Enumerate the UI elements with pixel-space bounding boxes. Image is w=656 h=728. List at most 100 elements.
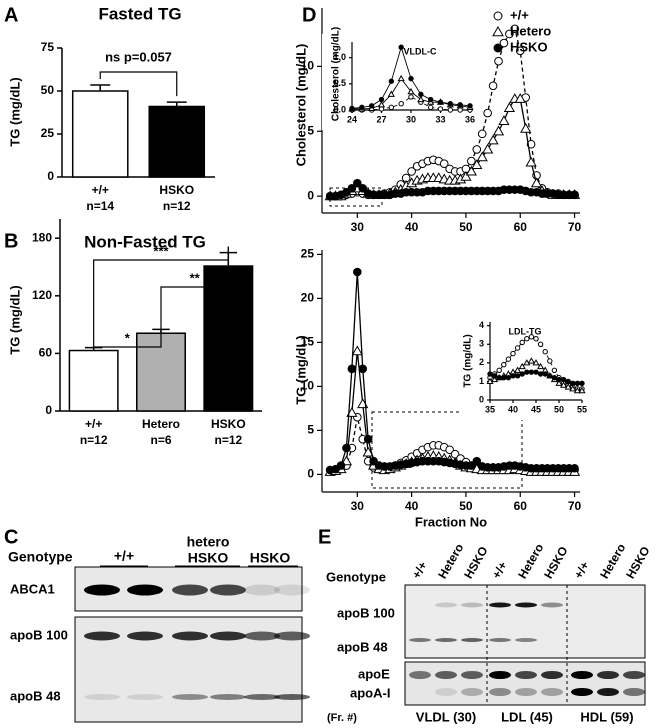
blot-band [84,631,120,641]
x-tick-label: 40 [405,499,419,513]
marker [505,356,512,362]
marker [378,96,385,103]
y-tick-label: 0.0 [333,104,346,114]
marker [439,159,449,168]
x-tick-label: 35 [485,405,495,415]
fractions-label: (Fr. #) [327,712,357,724]
x-tick-label: 30 [406,115,416,125]
marker [388,78,395,84]
marker [398,101,404,107]
marker [574,380,581,386]
marker [496,375,502,381]
legend-marker [493,11,503,21]
marker [368,103,375,109]
blot-band [274,631,310,641]
group-label: HSKO [188,550,229,566]
annotation: ** [190,270,201,285]
sample-size: n=12 [163,199,191,213]
marker [524,336,530,342]
marker [569,385,577,392]
marker [487,371,493,377]
marker [486,377,494,384]
marker [570,380,576,386]
x-tick-label: +/+ [92,183,109,197]
marker [528,369,535,375]
legend-label: Hetero [510,23,551,38]
blot-band [435,671,457,679]
legend-label: +/+ [510,7,529,22]
x-tick-label: 36 [465,115,475,125]
panel-letter: B [4,230,18,252]
row-label: apoB 100 [337,605,395,620]
x-tick-label: 70 [568,220,582,234]
marker [513,366,522,373]
marker [457,107,463,113]
marker [565,378,571,385]
marker [498,115,510,125]
group-label: hetero [187,534,230,550]
marker [501,362,507,368]
y-tick-label: 60 [39,346,53,360]
blot-band [489,688,511,696]
chart-title: Fasted TG [98,4,181,23]
row-label: apoB 48 [10,688,61,703]
x-tick-label: 55 [577,405,587,415]
blot-band [461,688,483,696]
chart-title: Non-Fasted TG [84,232,206,251]
marker [510,24,520,34]
y-tick-label: 25 [41,126,55,140]
blot-band [541,671,563,679]
series-line [330,27,575,197]
row-label: apoB 48 [337,639,388,654]
y-tick-label: 50 [41,83,55,97]
marker [363,434,373,444]
blot-band [244,631,280,641]
blot-band [127,631,163,641]
marker [467,103,473,109]
marker [537,371,544,377]
blot-band [435,602,457,608]
marker [347,364,357,374]
marker [555,379,563,386]
blot-band [409,671,431,679]
y-tick-label: 180 [32,230,52,244]
marker [408,75,414,82]
x-tick-label: 40 [405,220,419,234]
marker [510,350,516,357]
marker [488,81,498,91]
x-tick-label: 24 [347,115,357,125]
y-axis-label: TG (mg/dL) [7,285,22,354]
x-tick-label: 50 [459,220,473,234]
marker [342,443,351,453]
zoom-box [371,411,523,489]
x-tick-label: 27 [376,115,386,125]
y-tick-label: 25 [301,247,315,261]
y-tick-label: 1 [479,376,484,386]
marker [417,95,425,103]
marker [530,177,543,188]
blot-band [461,602,483,608]
marker [487,134,499,145]
marker [447,101,454,107]
marker [551,367,558,373]
panel-letter: E [318,526,331,548]
marker [476,151,488,162]
marker [398,44,404,50]
marker [358,364,368,374]
x-tick-label: Hetero [142,417,180,431]
annotation: * [125,330,131,345]
marker [397,74,405,82]
marker [514,373,521,379]
marker [472,456,482,466]
marker [465,165,477,176]
marker [564,383,572,390]
y-axis-label: Cholesterol (mg/dL) [293,44,308,167]
y-tick-label: 10 [301,59,315,73]
marker [526,139,536,149]
fraction-label: LDL (45) [501,709,553,724]
marker [490,375,499,383]
blot-e-bottom [404,661,646,706]
blot-band [210,584,246,596]
blot-band [489,638,511,642]
blot-band [623,671,645,679]
